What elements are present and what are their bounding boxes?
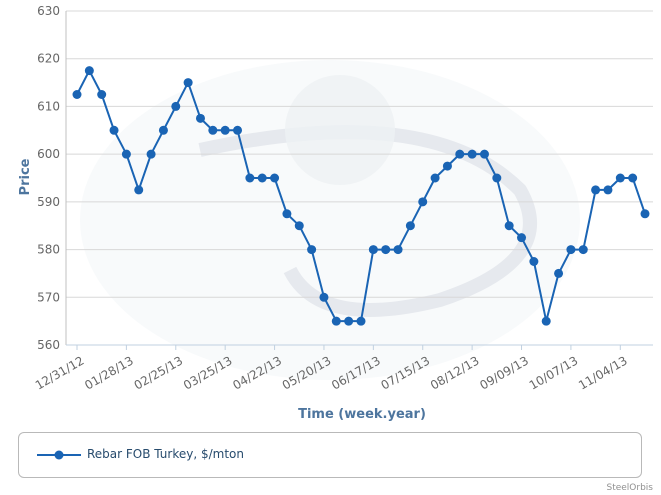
series-group <box>72 66 650 326</box>
x-tick-label: 02/25/13 <box>132 353 186 392</box>
watermark-circle <box>285 75 395 185</box>
data-point[interactable] <box>282 209 292 219</box>
data-point[interactable] <box>455 149 465 159</box>
y-tick-label: 620 <box>37 52 60 66</box>
data-point[interactable] <box>578 245 588 255</box>
line-chart-svg: 560 570 580 590 600 610 620 630 12/31/1201/28/1… <box>18 4 653 422</box>
data-point[interactable] <box>97 90 107 99</box>
data-point[interactable] <box>134 185 144 195</box>
x-tick-label: 09/09/13 <box>477 353 531 392</box>
data-point[interactable] <box>331 316 341 326</box>
y-tick-label: 560 <box>37 338 60 352</box>
data-point[interactable] <box>393 245 403 255</box>
legend-series-label[interactable]: Rebar FOB Turkey, $/mton <box>87 447 244 461</box>
data-point[interactable] <box>442 161 452 171</box>
y-tick-label: 580 <box>37 243 60 257</box>
data-point[interactable] <box>257 173 267 183</box>
data-point[interactable] <box>479 149 489 159</box>
x-tick-label: 12/31/12 <box>33 353 87 392</box>
legend: Rebar FOB Turkey, $/mton <box>18 432 642 478</box>
data-point[interactable] <box>233 125 243 135</box>
data-point[interactable] <box>84 66 94 76</box>
x-tick-label: 10/07/13 <box>527 353 581 392</box>
data-point[interactable] <box>541 316 551 326</box>
x-tick-label: 01/28/13 <box>82 353 136 392</box>
data-point[interactable] <box>615 173 625 183</box>
y-axis-title: Price <box>18 158 33 195</box>
gridlines <box>65 10 653 346</box>
watermark-logo <box>80 60 580 380</box>
y-tick-label: 570 <box>37 290 60 304</box>
data-point[interactable] <box>344 316 354 326</box>
data-point[interactable] <box>368 245 378 255</box>
data-point[interactable] <box>430 173 440 183</box>
data-point[interactable] <box>591 185 601 195</box>
legend-series-swatch <box>37 450 81 460</box>
data-point[interactable] <box>566 245 576 255</box>
x-axis-title: Time (week.year) <box>298 407 426 422</box>
data-point[interactable] <box>467 149 477 159</box>
data-point[interactable] <box>640 209 650 219</box>
data-point[interactable] <box>418 197 428 207</box>
data-point[interactable] <box>628 173 638 183</box>
data-point[interactable] <box>405 221 415 231</box>
y-axis-ticks: 560 570 580 590 600 610 620 630 <box>37 4 60 352</box>
data-point[interactable] <box>517 233 527 243</box>
y-tick-label: 600 <box>37 147 60 161</box>
data-point[interactable] <box>109 125 119 135</box>
data-point[interactable] <box>554 268 564 278</box>
data-point[interactable] <box>381 245 391 255</box>
x-tick-label: 11/04/13 <box>576 353 630 392</box>
data-point[interactable] <box>72 90 82 99</box>
data-point[interactable] <box>121 149 131 159</box>
data-point[interactable] <box>158 125 168 135</box>
data-point[interactable] <box>220 125 230 135</box>
data-point[interactable] <box>146 149 156 159</box>
data-point[interactable] <box>294 221 304 231</box>
data-point[interactable] <box>270 173 280 183</box>
y-tick-label: 610 <box>37 99 60 113</box>
data-point[interactable] <box>208 125 218 135</box>
data-point[interactable] <box>356 316 366 326</box>
data-point[interactable] <box>245 173 255 183</box>
data-point[interactable] <box>171 101 181 111</box>
data-point[interactable] <box>529 257 539 266</box>
data-point[interactable] <box>504 221 514 231</box>
data-point[interactable] <box>603 185 613 195</box>
y-tick-label: 590 <box>37 195 60 209</box>
data-point[interactable] <box>319 292 329 302</box>
data-point[interactable] <box>492 173 502 183</box>
data-point[interactable] <box>183 78 193 88</box>
chart-credit[interactable]: SteelOrbis <box>606 483 653 493</box>
y-tick-label: 630 <box>37 4 60 18</box>
data-point[interactable] <box>307 245 317 255</box>
data-point[interactable] <box>195 113 205 123</box>
